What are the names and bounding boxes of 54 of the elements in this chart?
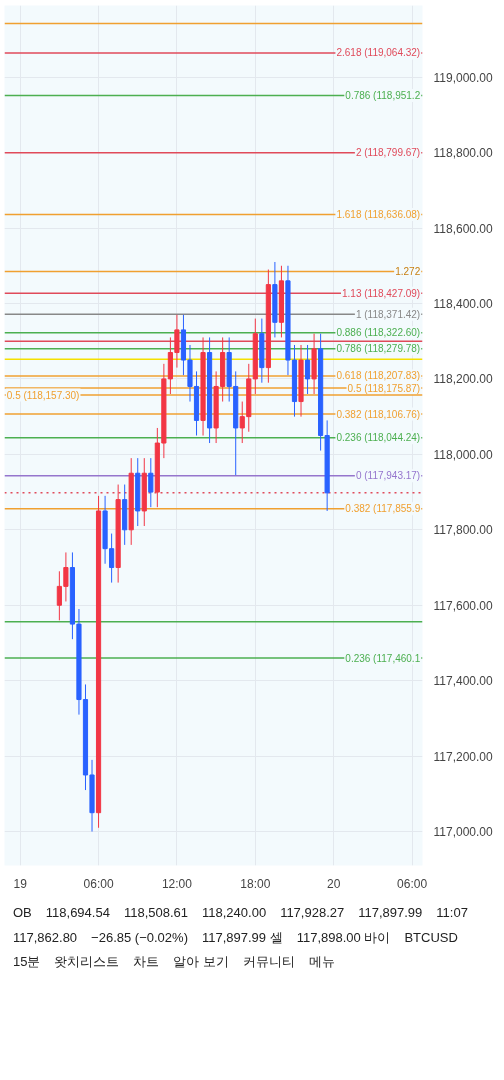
text: OB	[13, 904, 32, 922]
x-tick-label: 20	[327, 876, 341, 891]
text: 118,694.54	[45, 904, 110, 922]
text: −26.85 (−0.02%)	[91, 928, 188, 947]
ref-line-label: 2 (118,799.67)	[355, 147, 421, 159]
ref-line-label: 1.13 (118,427.09)	[341, 287, 421, 299]
y-tick-label: 118,200.00	[433, 372, 493, 387]
ref-line-label: 0.5 (118,157.30)	[6, 389, 80, 401]
y-tick-label: 119,000.00	[433, 70, 493, 85]
candlestick	[304, 344, 311, 395]
ref-line-label: 1 (118,371.42)	[355, 308, 421, 320]
x-tick-label: 18:00	[240, 876, 271, 891]
x-tick-label: 06:00	[397, 876, 428, 891]
text: 알아 보기	[173, 953, 230, 972]
text: 117,897.99 셀	[201, 928, 283, 947]
ref-line-label: 0.618 (118,207.83)	[336, 370, 421, 382]
text: 메뉴	[309, 953, 336, 972]
text: 커뮤니티	[243, 953, 296, 972]
y-tick-label: 118,400.00	[433, 296, 493, 311]
text: 왓치리스트	[54, 953, 120, 972]
ref-line-label: 0.236 (117,460.1	[345, 652, 421, 664]
ref-line-label: 1.618 (118,636.08)	[336, 208, 421, 220]
ref-line-label: 0.382 (118,106.76)	[336, 408, 421, 420]
text: 차트	[133, 953, 160, 972]
x-tick-label: 19	[13, 876, 28, 891]
y-tick-label: 118,600.00	[433, 221, 493, 236]
text: 117,898.00 바이	[296, 928, 391, 947]
x-tick-label: 06:00	[83, 876, 114, 891]
text: 117,862.80	[13, 928, 78, 947]
text: 15분	[13, 953, 41, 972]
annotation: 1.272	[395, 266, 421, 278]
text: 117,897.99	[358, 904, 423, 922]
ref-line-label: 0.382 (117,855.9	[345, 503, 421, 515]
ref-line-label: 0.786 (118,951.2	[345, 90, 421, 102]
y-tick-label: 118,000.00	[433, 447, 493, 462]
y-tick-label: 117,400.00	[433, 674, 493, 689]
ref-line-label: 0.5 (118,175.87)	[347, 382, 421, 394]
ref-line-label: 2.618 (119,064.32)	[336, 47, 421, 59]
text: 117,928.27	[280, 904, 345, 922]
y-tick-label: 117,800.00	[433, 523, 493, 538]
text: BTCUSD	[404, 928, 458, 947]
candlestick	[148, 457, 154, 508]
ref-line-label: 0.786 (118,279.78)	[336, 343, 421, 355]
y-tick-label: 118,800.00	[433, 146, 493, 161]
text: 118,240.00	[202, 904, 267, 922]
y-tick-label: 117,600.00	[433, 598, 493, 613]
text: 11:07	[436, 904, 468, 922]
ref-line-label: 0.886 (118,322.60)	[336, 327, 421, 339]
y-tick-label: 117,200.00	[433, 749, 493, 764]
text: 118,508.61	[123, 904, 189, 922]
ref-line-label: 0.236 (118,044.24)	[336, 432, 421, 444]
ref-line-label: 0 (117,943.17)	[355, 470, 421, 482]
x-tick-label: 12:00	[161, 876, 193, 891]
y-tick-label: 117,000.00	[433, 825, 493, 840]
